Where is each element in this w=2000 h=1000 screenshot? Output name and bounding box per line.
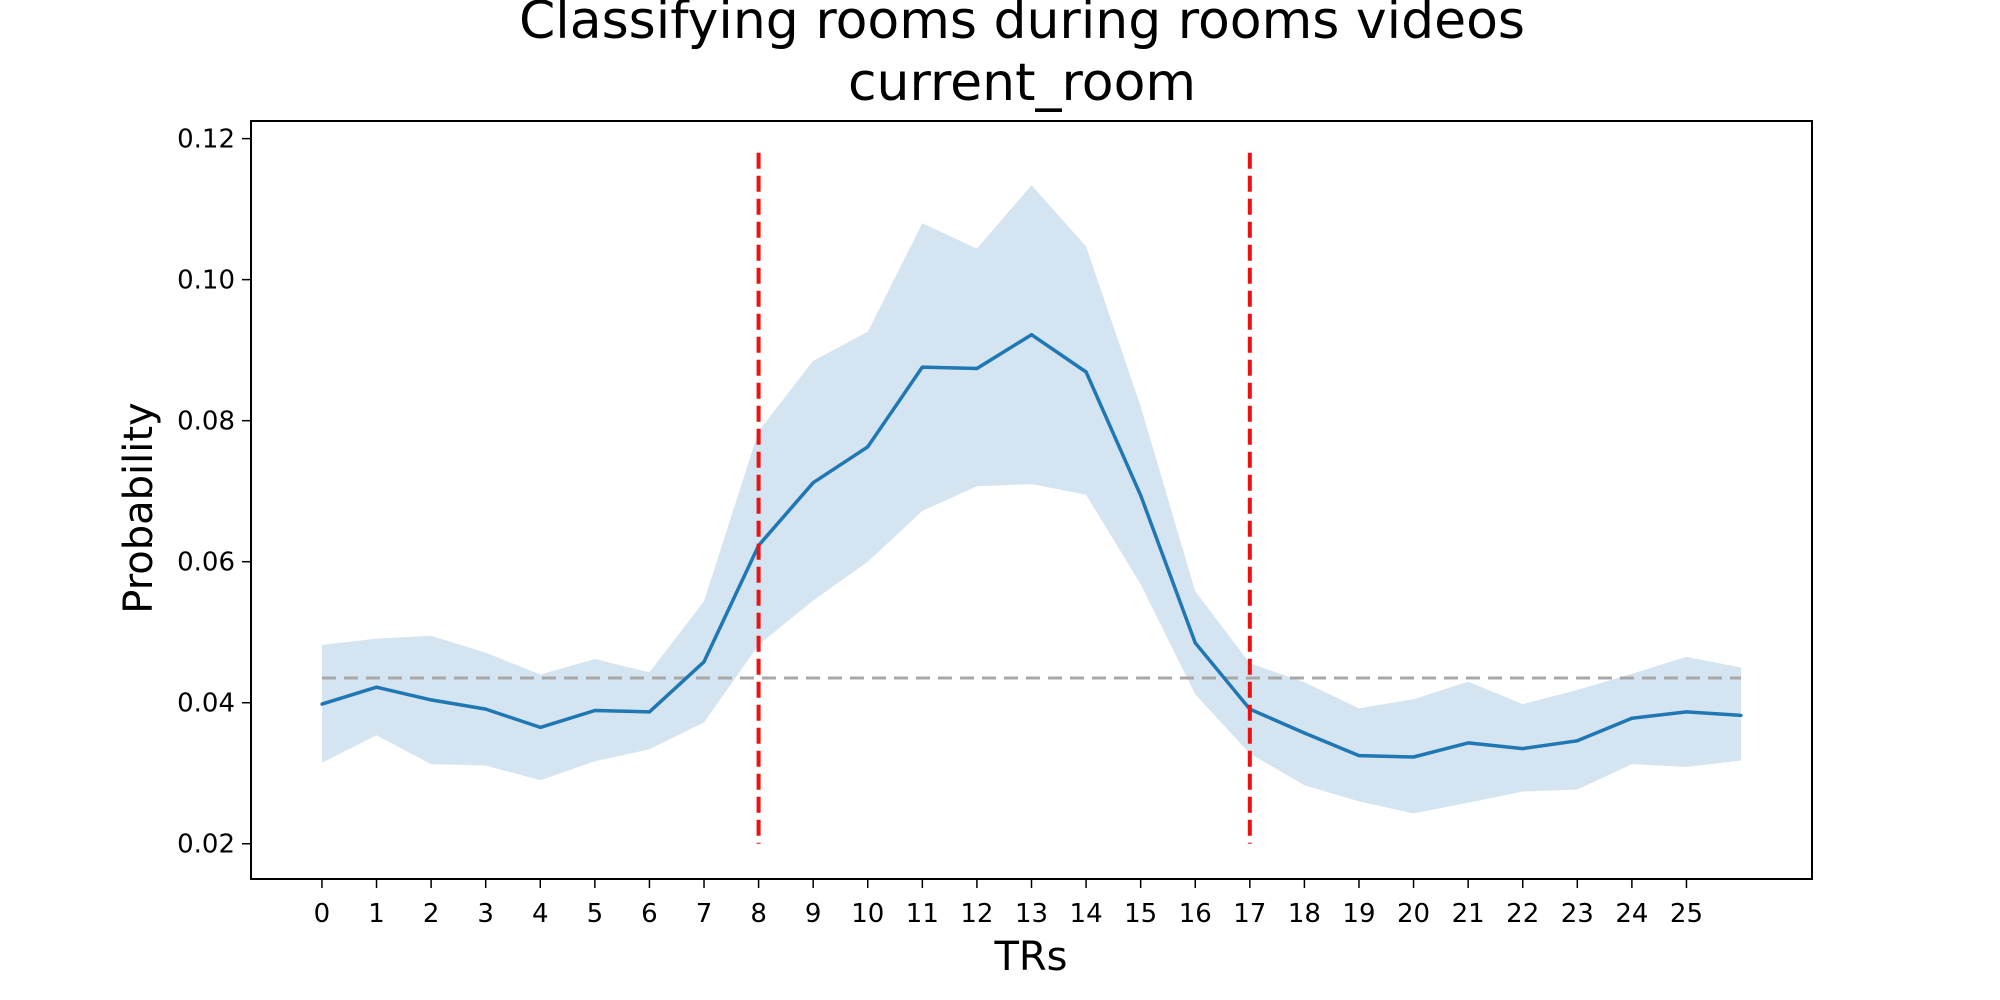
- data-point: [1739, 713, 1743, 718]
- x-tick-label: 24: [1615, 899, 1648, 929]
- x-tick-label: 4: [532, 899, 549, 929]
- data-point: [1193, 641, 1197, 645]
- data-point: [702, 660, 706, 664]
- confidence-band: [322, 185, 1741, 814]
- data-point: [538, 725, 542, 730]
- data-point: [647, 710, 652, 714]
- x-tick-label: 16: [1179, 899, 1212, 929]
- data-point: [320, 702, 324, 706]
- x-tick-label: 3: [477, 899, 494, 929]
- x-tick-label: 0: [314, 899, 331, 929]
- x-tick-label: 21: [1452, 899, 1485, 929]
- data-point: [920, 365, 924, 369]
- chart-title: Classifying rooms during rooms videos: [519, 0, 1525, 51]
- x-axis-label: TRs: [993, 934, 1067, 980]
- x-tick-label: 12: [960, 899, 993, 929]
- x-tick-label: 11: [906, 899, 939, 929]
- chart-subtitle: current_room: [848, 53, 1196, 113]
- y-tick-label: 0.06: [177, 548, 235, 578]
- data-point: [1521, 746, 1525, 751]
- data-point: [811, 481, 815, 485]
- data-point: [1575, 739, 1579, 743]
- data-point: [374, 685, 379, 689]
- y-axis-label: Probability: [116, 402, 162, 613]
- x-tick-label: 17: [1233, 899, 1266, 929]
- x-tick-label: 20: [1397, 899, 1430, 929]
- y-tick-label: 0.02: [177, 830, 235, 860]
- x-tick-label: 14: [1070, 899, 1103, 929]
- x-tick-label: 15: [1124, 899, 1157, 929]
- data-point: [975, 366, 979, 371]
- x-tick-label: 9: [805, 899, 822, 929]
- y-tick-label: 0.12: [177, 125, 235, 155]
- x-tick-label: 22: [1506, 899, 1539, 929]
- data-point: [484, 707, 488, 711]
- data-point: [1302, 731, 1307, 735]
- x-tick-label: 10: [851, 899, 884, 929]
- data-point: [1466, 741, 1470, 745]
- x-tick-label: 23: [1561, 899, 1594, 929]
- x-tick-label: 13: [1015, 899, 1048, 929]
- data-point: [1139, 493, 1143, 498]
- data-point: [1084, 370, 1088, 374]
- y-tick-label: 0.04: [177, 689, 235, 719]
- data-point: [1411, 755, 1416, 759]
- data-point: [1357, 754, 1361, 758]
- x-tick-label: 19: [1342, 899, 1375, 929]
- x-tick-label: 18: [1288, 899, 1321, 929]
- x-tick-label: 5: [587, 899, 604, 929]
- data-point: [1029, 333, 1034, 337]
- plot-area: [320, 152, 1743, 844]
- x-tick-label: 1: [368, 899, 385, 929]
- x-tick-label: 2: [423, 899, 440, 929]
- x-tick-label: 6: [641, 899, 658, 929]
- data-point: [1630, 716, 1634, 720]
- data-point: [1684, 710, 1689, 714]
- x-tick-label: 7: [696, 899, 713, 929]
- y-tick-label: 0.10: [177, 266, 235, 296]
- x-tick-label: 8: [750, 899, 767, 929]
- data-point: [429, 698, 433, 702]
- y-tick-label: 0.08: [177, 407, 235, 437]
- x-axis: 0 1 2 3 4 5 6 7 8 9 10 11 12 13 14 15 16 17 18 19 20 21 22 23 24…: [314, 879, 1703, 929]
- x-tick-label: 25: [1670, 899, 1703, 929]
- data-point: [866, 445, 870, 449]
- y-axis: 0.02 0.04 0.06 0.08 0.10 0.12: [177, 125, 251, 860]
- data-point: [593, 708, 597, 713]
